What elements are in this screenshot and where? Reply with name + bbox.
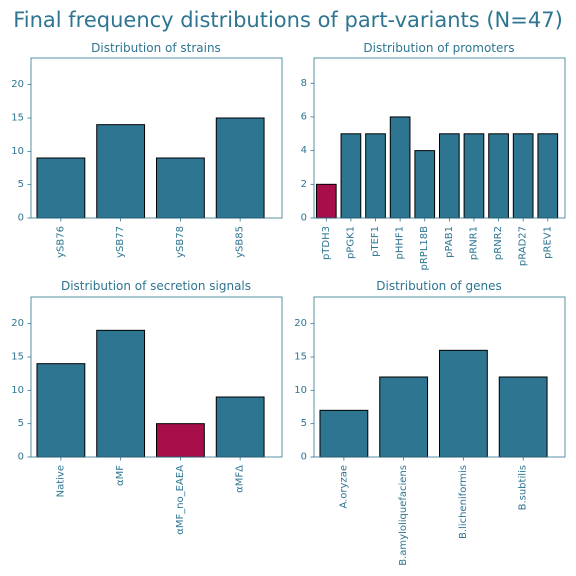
figure-title: Final frequency distributions of part-va… <box>13 8 563 32</box>
y-tick-label: 5 <box>301 418 307 429</box>
y-tick-label: 8 <box>301 78 307 89</box>
x-tick-label: pPGK1 <box>345 226 356 259</box>
bar-ysb76 <box>36 157 86 219</box>
bar-ysb77 <box>96 124 146 219</box>
x-tick-label: pREV1 <box>542 226 553 259</box>
y-tick-label: 6 <box>301 111 307 122</box>
y-tick-label: 20 <box>11 79 24 90</box>
bar-native <box>36 363 86 458</box>
bar-ppgk1 <box>340 133 362 219</box>
x-tick-label: Native <box>55 465 66 497</box>
subplot-title: Distribution of promoters <box>363 41 514 55</box>
y-tick-label: 4 <box>301 145 307 156</box>
axes-frame <box>313 296 566 458</box>
y-tick-label: 20 <box>294 318 307 329</box>
bar--mf-no-eaea <box>156 423 205 458</box>
x-tick-label: pRPL18B <box>419 226 430 271</box>
y-tick-label: 10 <box>11 385 24 396</box>
y-tick-label: 20 <box>11 318 24 329</box>
subplot-secretion-signals: Distribution of secretion signals Native… <box>11 279 283 535</box>
y-tick-label: 0 <box>18 213 24 224</box>
x-tick-label: pTEF1 <box>370 226 381 257</box>
x-tick-label: A.oryzae <box>338 465 349 509</box>
bar-b-subtilis <box>498 376 548 458</box>
subplot-title: Distribution of strains <box>91 41 221 55</box>
y-tick-label: 10 <box>294 385 307 396</box>
axes-frame <box>313 57 566 219</box>
x-tick-label: ySB76 <box>55 226 66 258</box>
y-tick-label: 5 <box>18 418 24 429</box>
x-tick-label: pRNR1 <box>468 226 479 260</box>
bar-a-oryzae <box>319 409 369 458</box>
y-tick-label: 5 <box>18 179 24 190</box>
bar-ysb78 <box>156 157 205 219</box>
y-tick-label: 0 <box>301 452 307 463</box>
bar-ptdh3 <box>315 183 337 219</box>
y-tick-label: 15 <box>11 352 24 363</box>
bar-prpl18b <box>414 150 436 219</box>
subplot-strains: Distribution of strains ySB76 ySB77 ySB78 y… <box>11 41 283 258</box>
bar-ysb85 <box>215 117 265 219</box>
subplot-title: Distribution of genes <box>376 279 501 293</box>
x-tick-label: ySB85 <box>235 226 246 258</box>
subplot-genes: Distribution of genes A.oryzae B.amyloliq… <box>294 279 566 566</box>
bar-prad27 <box>512 133 534 219</box>
y-tick-label: 10 <box>11 146 24 157</box>
x-tick-label: αMF_no_EAEA <box>175 465 186 535</box>
bar-ppab1 <box>439 133 460 219</box>
y-tick-label: 15 <box>11 113 24 124</box>
x-tick-label: pTDH3 <box>321 226 332 260</box>
x-tick-label: B.licheniformis <box>458 465 469 539</box>
y-tick-label: 2 <box>301 179 307 190</box>
x-tick-label: pRNR2 <box>493 226 504 260</box>
axes-frame <box>30 296 283 458</box>
bar-b-amyloliquefaciens <box>379 376 429 458</box>
bar--mf- <box>215 396 265 458</box>
bar--mf <box>96 329 146 458</box>
x-tick-label: pPAB1 <box>444 226 455 258</box>
bar-b-licheniformis <box>439 349 488 458</box>
x-tick-label: αMF <box>115 465 126 486</box>
subplot-promoters: Distribution of promoters pTDH3 pPGK1 pTEF… <box>301 41 566 271</box>
x-tick-label: pRAD27 <box>518 226 529 266</box>
bar-prev1 <box>537 133 559 219</box>
x-tick-label: B.subtilis <box>518 465 529 510</box>
y-tick-label: 15 <box>294 352 307 363</box>
y-tick-label: 0 <box>18 452 24 463</box>
x-tick-label: pHHF1 <box>395 226 406 260</box>
y-tick-label: 0 <box>301 213 307 224</box>
bar-prnr2 <box>488 133 509 219</box>
axes-frame <box>30 57 283 219</box>
x-tick-label: ySB78 <box>175 226 186 258</box>
bar-phhf1 <box>389 116 411 219</box>
x-tick-label: B.amyloliquefaciens <box>398 465 409 566</box>
x-tick-label: ySB77 <box>115 226 126 258</box>
subplot-title: Distribution of secretion signals <box>61 279 251 293</box>
bar-prnr1 <box>463 133 485 219</box>
x-tick-label: αMFΔ <box>235 465 246 493</box>
bar-ptef1 <box>365 133 386 219</box>
